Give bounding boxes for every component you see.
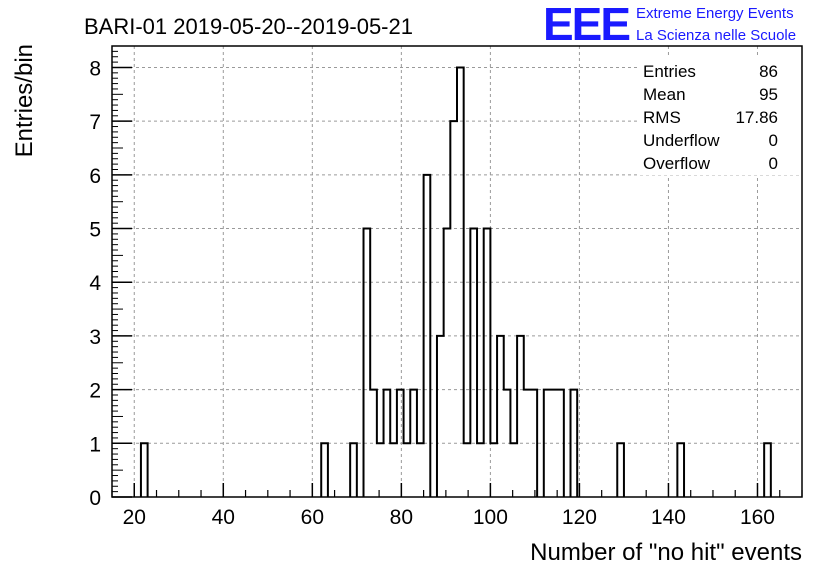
y-tick-label: 0 bbox=[89, 487, 101, 510]
stats-label: Mean bbox=[643, 85, 686, 104]
stats-label: RMS bbox=[643, 108, 681, 127]
x-axis-label: Number of "no hit" events bbox=[530, 539, 802, 566]
y-axis-label: Entries/bin bbox=[11, 44, 38, 157]
x-tick-label: 20 bbox=[123, 506, 146, 529]
stats-box: Entries 86 Mean 95 RMS 17.86 Underflow 0 Overflo… bbox=[638, 55, 801, 175]
y-tick-label: 8 bbox=[89, 57, 101, 80]
x-tick-label: 120 bbox=[562, 506, 597, 529]
stats-label: Entries bbox=[643, 62, 696, 81]
y-tick-labels: 0 1 2 3 4 5 6 7 8 bbox=[89, 57, 101, 510]
axis-ticks bbox=[111, 50, 803, 498]
y-tick-label: 2 bbox=[89, 380, 101, 403]
stats-value: 0 bbox=[769, 154, 778, 173]
stats-value: 0 bbox=[769, 131, 778, 150]
stats-value: 95 bbox=[759, 85, 778, 104]
x-tick-label: 80 bbox=[390, 506, 413, 529]
x-tick-label: 40 bbox=[212, 506, 235, 529]
eee-logo: EEE Extreme Energy Events La Scienza nel… bbox=[543, 0, 796, 50]
x-tick-label: 60 bbox=[301, 506, 324, 529]
stats-value: 17.86 bbox=[735, 108, 778, 127]
x-tick-labels: 20 40 60 80 100 120 140 160 bbox=[123, 506, 775, 529]
y-tick-label: 4 bbox=[89, 272, 101, 295]
y-tick-label: 1 bbox=[89, 433, 101, 456]
y-tick-label: 7 bbox=[89, 111, 101, 134]
y-tick-label: 3 bbox=[89, 326, 101, 349]
stats-label: Overflow bbox=[643, 154, 711, 173]
histogram-series bbox=[139, 66, 772, 497]
logo-line-1: Extreme Energy Events bbox=[636, 5, 794, 22]
chart-title: BARI-01 2019-05-20--2019-05-21 bbox=[84, 14, 413, 39]
stats-value: 86 bbox=[759, 62, 778, 81]
logo-line-2: La Scienza nelle Scuole bbox=[636, 27, 796, 44]
logo-mark: EEE bbox=[543, 0, 629, 50]
x-tick-label: 140 bbox=[651, 506, 686, 529]
y-tick-label: 6 bbox=[89, 165, 101, 188]
x-tick-label: 160 bbox=[740, 506, 775, 529]
stats-box-bg bbox=[638, 55, 801, 175]
y-tick-label: 5 bbox=[89, 219, 101, 242]
stats-label: Underflow bbox=[643, 131, 720, 150]
x-tick-label: 100 bbox=[473, 506, 508, 529]
